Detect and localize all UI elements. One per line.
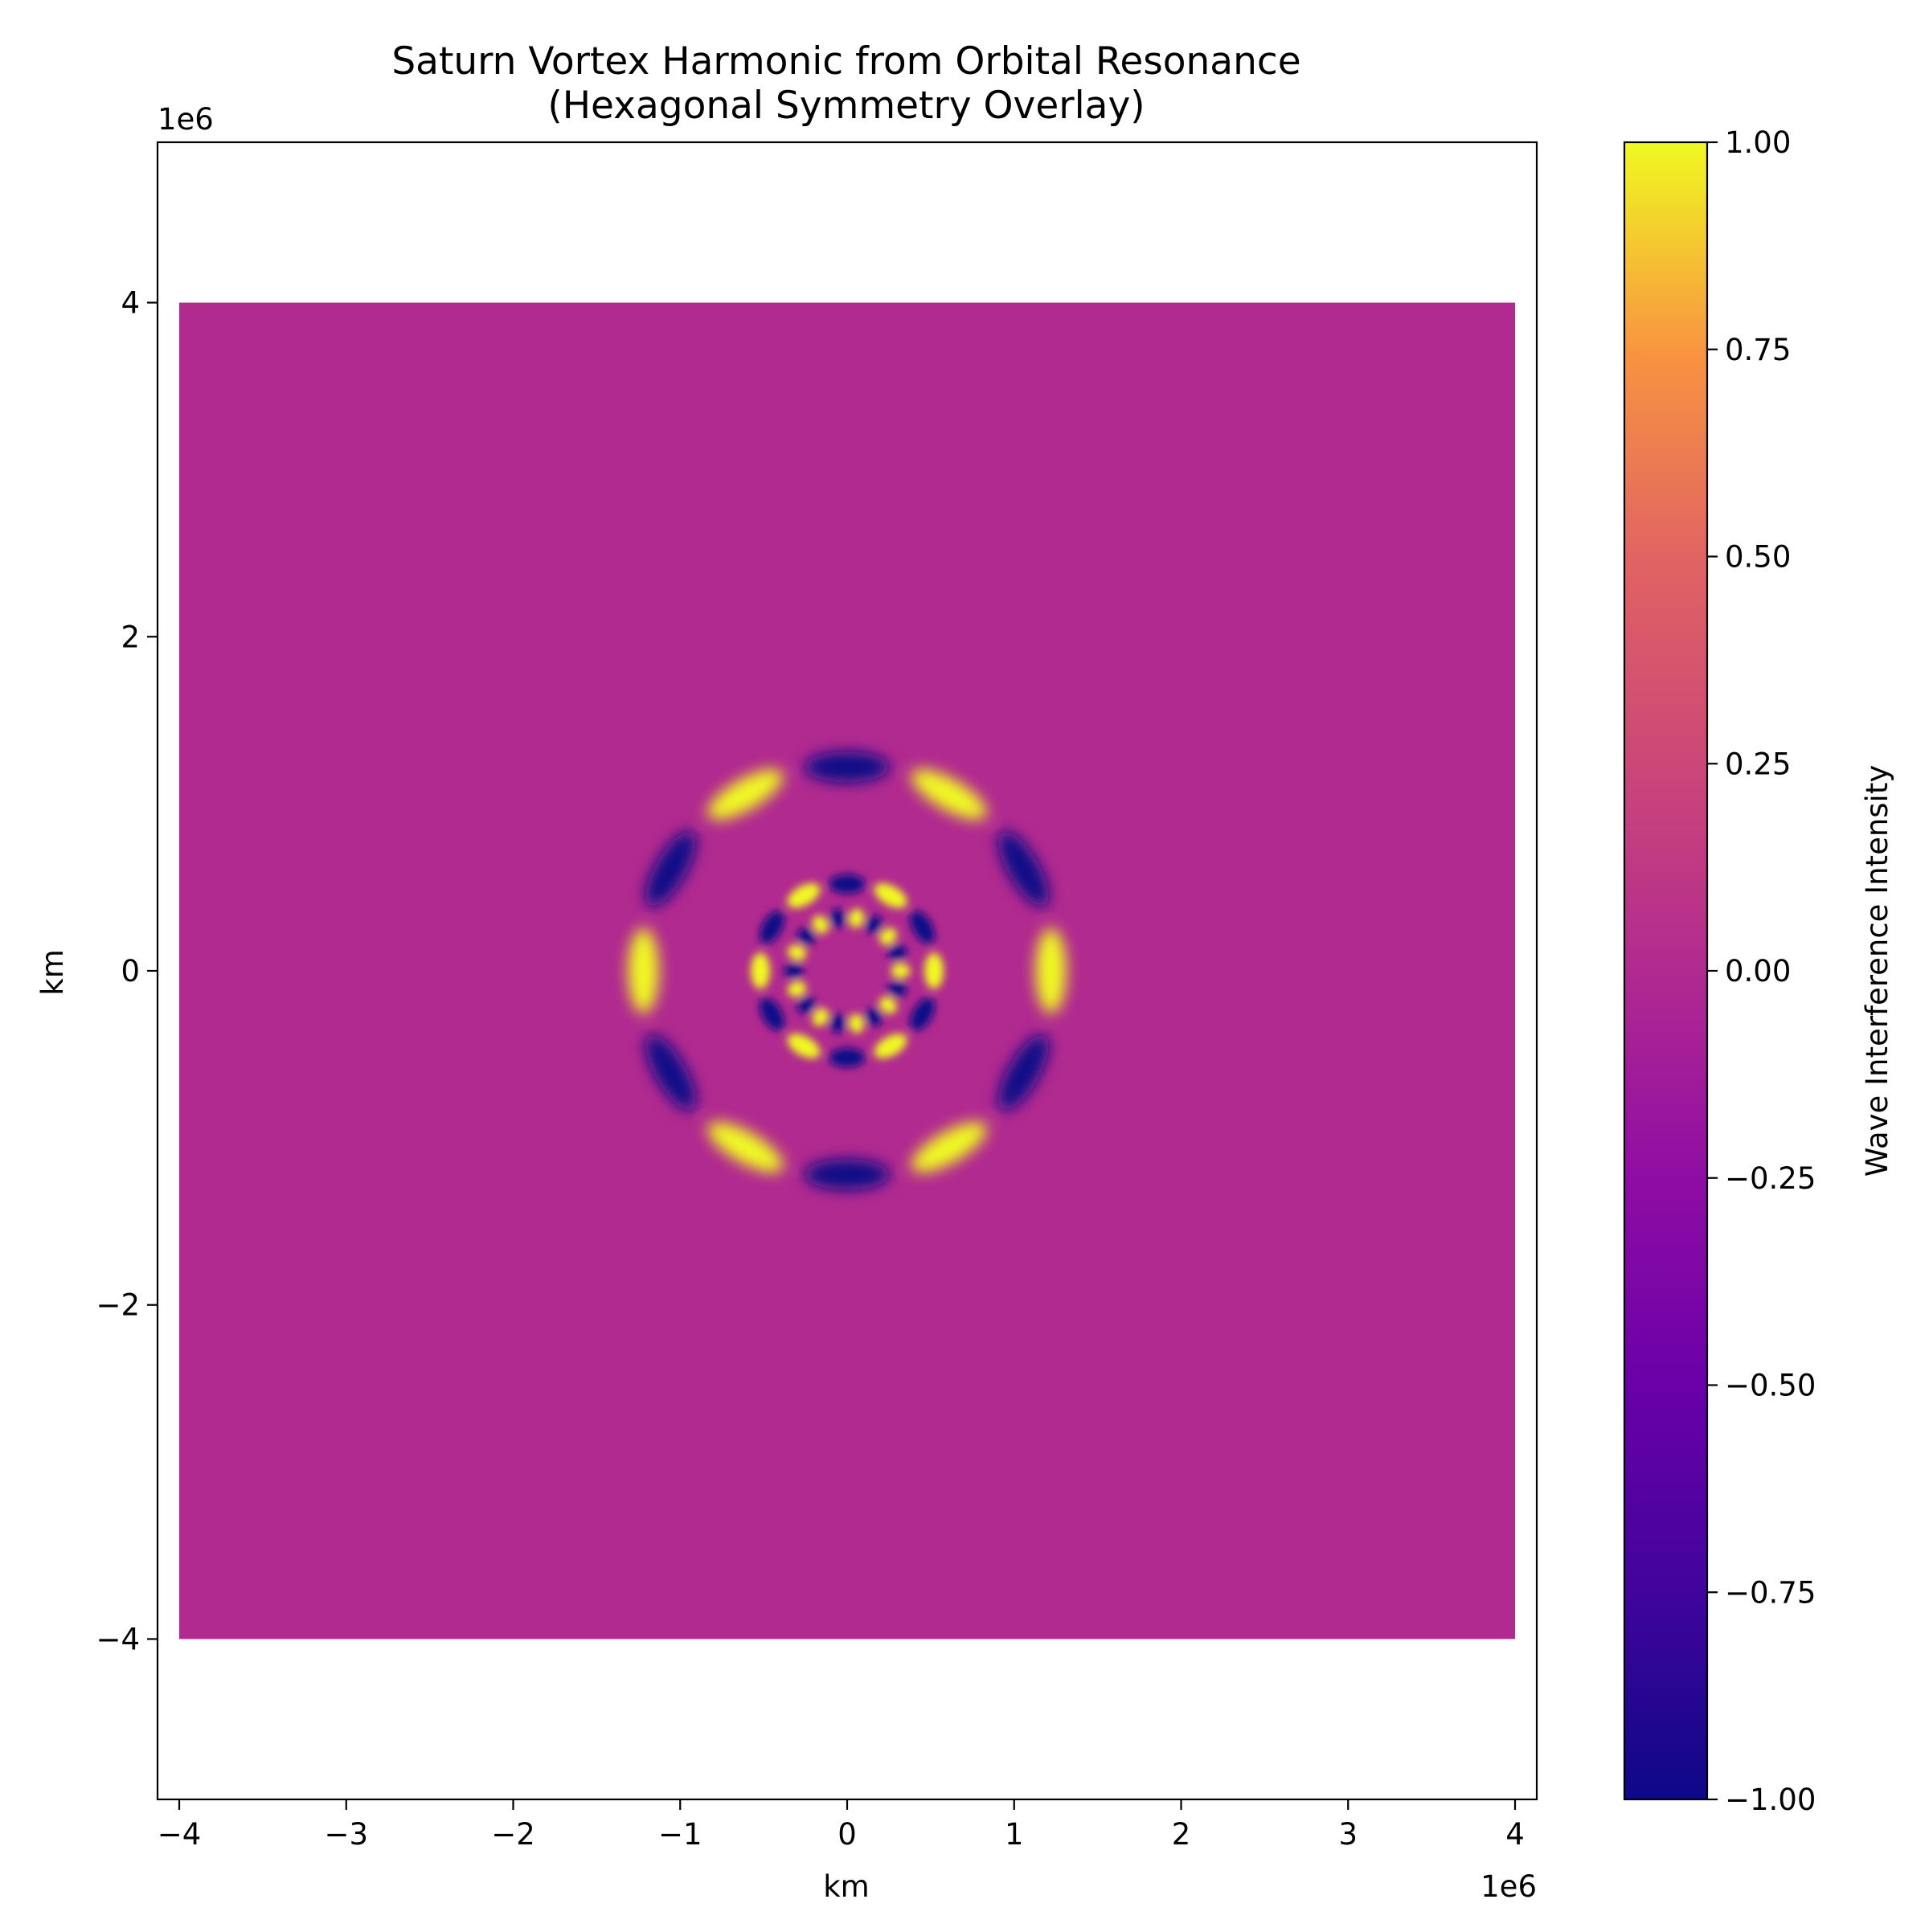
x-tick-label: 1 bbox=[1005, 1817, 1024, 1852]
lobe-negative bbox=[998, 1034, 1049, 1111]
lobe-negative bbox=[829, 1048, 866, 1067]
lobe-negative bbox=[829, 874, 866, 894]
ring-outer bbox=[628, 751, 1067, 1190]
lobe-positive bbox=[787, 981, 807, 997]
x-tick-label: 0 bbox=[838, 1817, 857, 1852]
y-axis-label: km bbox=[35, 949, 70, 995]
colorbar-tick-label: −0.75 bbox=[1725, 1575, 1816, 1610]
lobe-positive bbox=[707, 1122, 784, 1173]
y-offset-label: 1e6 bbox=[158, 102, 214, 137]
lobe-positive bbox=[812, 915, 829, 934]
y-tick-label: 4 bbox=[121, 286, 140, 321]
colorbar-tick-label: 0.25 bbox=[1725, 747, 1791, 781]
lobe-positive bbox=[911, 1122, 987, 1173]
x-tick-label: 2 bbox=[1172, 1817, 1191, 1852]
lobe-positive bbox=[787, 883, 821, 908]
colorbar bbox=[1623, 141, 1709, 1801]
x-tick-label: −4 bbox=[158, 1817, 202, 1852]
colorbar-tick-label: −0.50 bbox=[1725, 1369, 1816, 1403]
y-tick-label: −4 bbox=[96, 1622, 140, 1656]
lobe-negative bbox=[797, 927, 816, 945]
ring-core bbox=[784, 908, 911, 1034]
lobe-positive bbox=[787, 1034, 821, 1058]
lobe-positive bbox=[751, 952, 770, 989]
lobe-negative bbox=[645, 831, 696, 907]
lobe-negative bbox=[866, 915, 883, 934]
lobe-positive bbox=[878, 927, 897, 945]
colorbar-tick-label: 0.75 bbox=[1725, 333, 1791, 367]
colorbar-tick-label: −0.25 bbox=[1725, 1161, 1816, 1196]
y-tick-label: −2 bbox=[96, 1288, 140, 1323]
lobe-positive bbox=[849, 1013, 864, 1034]
ring-inner bbox=[751, 874, 944, 1067]
x-tick-label: 4 bbox=[1505, 1817, 1525, 1852]
wave-rings bbox=[628, 751, 1067, 1190]
lobe-positive bbox=[874, 883, 907, 908]
lobe-negative bbox=[910, 911, 935, 944]
lobe-positive bbox=[891, 963, 911, 979]
x-axis-label: km bbox=[823, 1869, 869, 1904]
lobe-negative bbox=[784, 963, 804, 979]
lobe-positive bbox=[849, 908, 864, 928]
lobe-negative bbox=[804, 751, 891, 783]
y-tick-label: 2 bbox=[121, 620, 140, 654]
lobe-negative bbox=[830, 908, 846, 928]
lobe-negative bbox=[797, 997, 816, 1014]
y-tick-label: 0 bbox=[121, 954, 140, 989]
chart-title-line-1: Saturn Vortex Harmonic from Orbital Reso… bbox=[391, 39, 1300, 84]
colorbar-tick-label: 0.50 bbox=[1725, 540, 1791, 575]
lobe-positive bbox=[787, 944, 807, 960]
lobe-negative bbox=[887, 944, 907, 960]
x-tick-label: −3 bbox=[324, 1817, 368, 1852]
lobe-positive bbox=[911, 769, 987, 820]
chart-title-line-2: (Hexagonal Symmetry Overlay) bbox=[547, 84, 1145, 128]
x-axis-ticks: −4 −3 −2 −1 0 1 2 3 4 bbox=[158, 1799, 1525, 1852]
x-tick-label: −2 bbox=[491, 1817, 535, 1852]
colorbar-ticks: 1.00 0.75 0.50 0.25 0.00 −0.25 −0.50 −0.75 −1.00 bbox=[1707, 125, 1816, 1817]
colorbar-tick-label: −1.00 bbox=[1725, 1783, 1816, 1817]
lobe-positive bbox=[874, 1034, 907, 1058]
lobe-negative bbox=[760, 997, 784, 1031]
lobe-negative bbox=[645, 1034, 696, 1111]
lobe-positive bbox=[878, 997, 897, 1014]
x-tick-label: 3 bbox=[1338, 1817, 1358, 1852]
lobe-negative bbox=[887, 981, 907, 997]
colorbar-tick-label: 1.00 bbox=[1725, 125, 1791, 160]
lobe-negative bbox=[760, 911, 784, 944]
lobe-positive bbox=[628, 927, 659, 1014]
lobe-positive bbox=[1035, 927, 1067, 1014]
lobe-negative bbox=[830, 1013, 846, 1034]
colorbar-tick-label: 0.00 bbox=[1725, 954, 1791, 989]
heatmap-background bbox=[179, 302, 1515, 1639]
heatmap-extent bbox=[179, 302, 1515, 1639]
lobe-positive bbox=[812, 1008, 829, 1026]
lobe-positive bbox=[707, 769, 784, 820]
lobe-negative bbox=[804, 1159, 891, 1190]
lobe-negative bbox=[998, 831, 1049, 907]
colorbar-label: Wave Interference Intensity bbox=[1860, 765, 1894, 1177]
x-tick-label: −1 bbox=[658, 1817, 702, 1852]
lobe-negative bbox=[866, 1008, 883, 1026]
lobe-positive bbox=[924, 952, 944, 989]
x-offset-label: 1e6 bbox=[1481, 1869, 1537, 1904]
lobe-negative bbox=[910, 997, 935, 1031]
y-axis-ticks: −4 −2 0 2 4 bbox=[96, 286, 158, 1656]
